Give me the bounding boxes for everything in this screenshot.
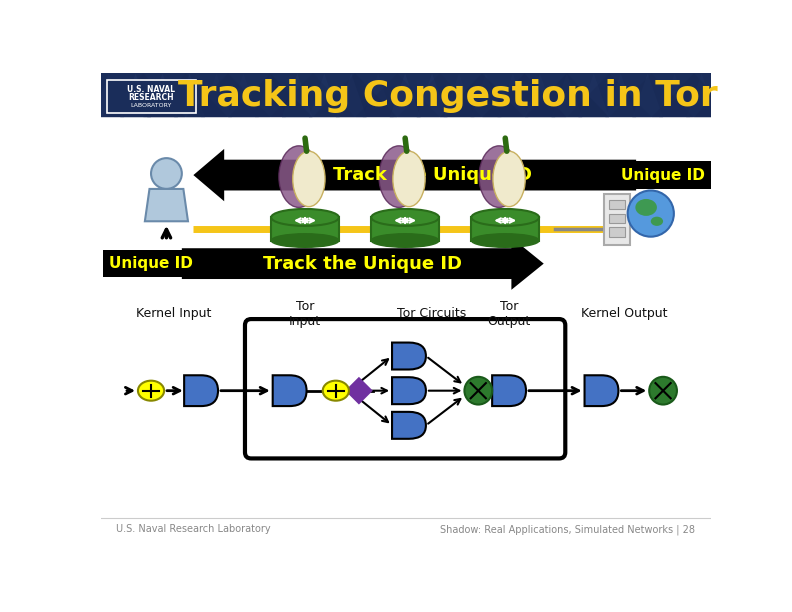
Ellipse shape xyxy=(323,381,349,401)
PathPatch shape xyxy=(184,375,218,406)
Polygon shape xyxy=(93,73,124,118)
PathPatch shape xyxy=(392,377,426,404)
Polygon shape xyxy=(440,73,524,118)
Polygon shape xyxy=(470,73,501,118)
Ellipse shape xyxy=(379,146,419,207)
Polygon shape xyxy=(713,73,744,118)
Polygon shape xyxy=(363,73,394,118)
Ellipse shape xyxy=(393,151,425,207)
Polygon shape xyxy=(740,73,771,118)
Polygon shape xyxy=(101,73,185,118)
Polygon shape xyxy=(659,73,690,118)
PathPatch shape xyxy=(392,412,426,439)
Ellipse shape xyxy=(651,217,663,226)
Text: LABORATORY: LABORATORY xyxy=(131,102,172,108)
Text: Tor
Input: Tor Input xyxy=(289,300,321,327)
Circle shape xyxy=(151,158,182,189)
Ellipse shape xyxy=(471,209,539,226)
Text: Tor
Output: Tor Output xyxy=(487,300,531,327)
Ellipse shape xyxy=(279,146,319,207)
Polygon shape xyxy=(147,73,178,118)
Polygon shape xyxy=(390,73,421,118)
Circle shape xyxy=(627,190,674,237)
Ellipse shape xyxy=(371,234,439,247)
FancyBboxPatch shape xyxy=(609,214,625,223)
Polygon shape xyxy=(398,73,482,118)
Text: Tracking Congestion in Tor: Tracking Congestion in Tor xyxy=(177,79,718,113)
Text: Track the Unique ID: Track the Unique ID xyxy=(333,166,531,184)
Polygon shape xyxy=(228,73,259,118)
Polygon shape xyxy=(345,377,373,405)
Polygon shape xyxy=(551,73,582,118)
Polygon shape xyxy=(174,73,205,118)
Polygon shape xyxy=(686,73,717,118)
FancyBboxPatch shape xyxy=(101,73,711,118)
Polygon shape xyxy=(201,73,232,118)
Polygon shape xyxy=(143,73,228,118)
Text: Shadow: Real Applications, Simulated Networks | 28: Shadow: Real Applications, Simulated Net… xyxy=(440,524,695,534)
Polygon shape xyxy=(255,73,286,118)
Polygon shape xyxy=(567,73,652,118)
Polygon shape xyxy=(313,73,398,118)
Polygon shape xyxy=(524,73,609,118)
Polygon shape xyxy=(609,73,694,118)
PathPatch shape xyxy=(492,375,526,406)
FancyBboxPatch shape xyxy=(245,319,565,458)
Polygon shape xyxy=(605,73,636,118)
Ellipse shape xyxy=(471,234,539,247)
Polygon shape xyxy=(185,73,270,118)
FancyBboxPatch shape xyxy=(609,200,625,209)
Polygon shape xyxy=(182,237,544,290)
FancyBboxPatch shape xyxy=(371,217,439,241)
Text: Kernel Input: Kernel Input xyxy=(136,307,211,320)
Ellipse shape xyxy=(271,234,339,247)
Ellipse shape xyxy=(635,199,657,216)
FancyBboxPatch shape xyxy=(271,217,339,241)
Polygon shape xyxy=(270,73,355,118)
Ellipse shape xyxy=(493,151,525,207)
Circle shape xyxy=(464,377,492,405)
Text: RESEARCH: RESEARCH xyxy=(128,93,173,102)
Circle shape xyxy=(649,377,677,405)
Polygon shape xyxy=(444,73,474,118)
Ellipse shape xyxy=(293,151,325,207)
Ellipse shape xyxy=(479,146,519,207)
Polygon shape xyxy=(524,73,555,118)
Ellipse shape xyxy=(371,209,439,226)
Polygon shape xyxy=(193,149,636,201)
Polygon shape xyxy=(632,73,663,118)
Polygon shape xyxy=(482,73,567,118)
FancyBboxPatch shape xyxy=(609,228,625,237)
Text: U.S. Naval Research Laboratory: U.S. Naval Research Laboratory xyxy=(116,524,271,534)
Ellipse shape xyxy=(138,381,164,401)
Polygon shape xyxy=(417,73,447,118)
Polygon shape xyxy=(694,73,779,118)
Polygon shape xyxy=(336,73,367,118)
PathPatch shape xyxy=(584,375,619,406)
FancyBboxPatch shape xyxy=(471,217,539,241)
Polygon shape xyxy=(228,73,313,118)
Polygon shape xyxy=(282,73,313,118)
Text: Kernel Output: Kernel Output xyxy=(581,307,668,320)
PathPatch shape xyxy=(272,375,307,406)
Polygon shape xyxy=(120,73,151,118)
Text: Unique ID: Unique ID xyxy=(109,256,193,271)
Polygon shape xyxy=(355,73,440,118)
Text: Track the Unique ID: Track the Unique ID xyxy=(263,255,463,272)
Polygon shape xyxy=(578,73,609,118)
PathPatch shape xyxy=(392,343,426,370)
Polygon shape xyxy=(652,73,737,118)
Text: Tor Circuits: Tor Circuits xyxy=(398,307,466,320)
Polygon shape xyxy=(309,73,340,118)
Polygon shape xyxy=(497,73,528,118)
FancyBboxPatch shape xyxy=(604,193,630,245)
Ellipse shape xyxy=(271,209,339,226)
Text: U.S. NAVAL: U.S. NAVAL xyxy=(127,85,175,94)
FancyBboxPatch shape xyxy=(101,119,711,518)
Text: Unique ID: Unique ID xyxy=(621,168,705,182)
FancyBboxPatch shape xyxy=(107,80,196,113)
Polygon shape xyxy=(145,189,188,222)
